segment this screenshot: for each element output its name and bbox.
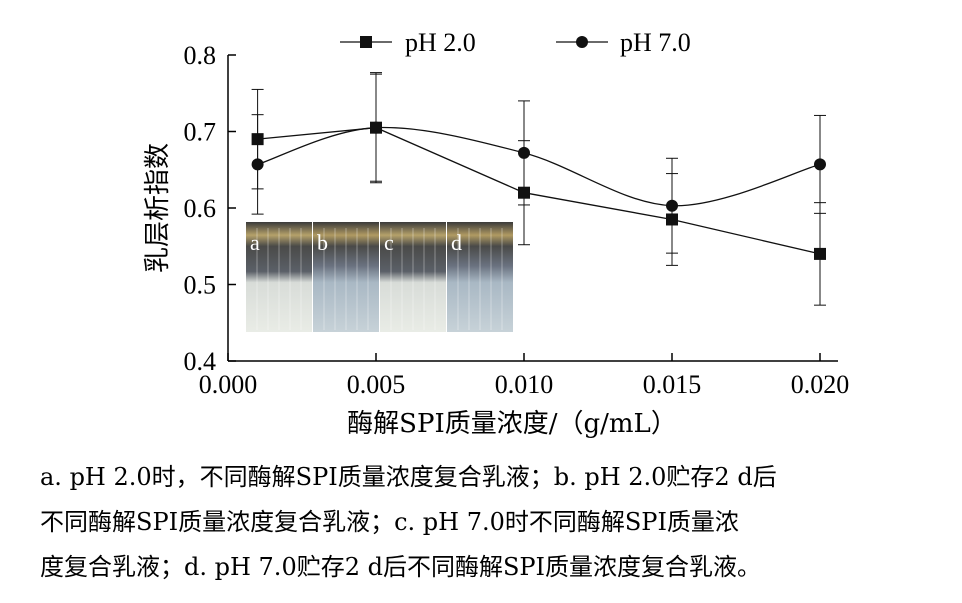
legend-label-ph2: pH 2.0 [405, 28, 476, 57]
x-tick-label: 0.005 [347, 370, 406, 399]
legend-marker-square [360, 36, 372, 48]
data-point-circle [251, 158, 264, 171]
inset-label-d: d [451, 230, 462, 255]
series-line [257, 126, 821, 207]
x-tick-label: 0.020 [791, 370, 850, 399]
inset-panel-b [313, 222, 379, 332]
data-point-circle [814, 158, 826, 171]
caption-line-3: 度复合乳液；d. pH 7.0贮存2 d后不同酶解SPI质量浓度复合乳液。 [40, 553, 762, 581]
series-ph7 [251, 72, 826, 254]
y-tick-label: 0.4 [184, 347, 217, 376]
inset-label-a: a [250, 230, 260, 255]
data-point-circle [518, 146, 530, 159]
data-point-circle [666, 199, 678, 212]
y-tick-label: 0.7 [184, 118, 217, 147]
caption-line-1: a. pH 2.0时，不同酶解SPI质量浓度复合乳液；b. pH 2.0贮存2 … [40, 463, 777, 491]
legend-label-ph7: pH 7.0 [620, 28, 691, 57]
caption-line-2: 不同酶解SPI质量浓度复合乳液；c. pH 7.0时不同酶解SPI质量浓 [40, 508, 739, 536]
legend-marker-circle [576, 36, 588, 48]
inset-label-b: b [317, 230, 328, 255]
inset-photo-panels: a b c d [246, 222, 513, 332]
y-tick-label: 0.6 [184, 194, 217, 223]
legend: pH 2.0 pH 7.0 [340, 28, 691, 57]
data-point-circle [370, 121, 382, 134]
x-tick-label: 0.010 [495, 370, 554, 399]
x-tick-label: 0.015 [643, 370, 702, 399]
x-axis-label: 酶解SPI质量浓度/（g/mL） [347, 409, 677, 439]
y-tick-label: 0.5 [184, 271, 217, 300]
inset-panel-c [380, 222, 446, 332]
inset-panel-d [447, 222, 513, 332]
inset-panel-a [246, 222, 312, 332]
inset-label-c: c [384, 230, 394, 255]
y-tick-label: 0.8 [184, 41, 217, 70]
emulsion-stability-chart: a b c d 0.4 0.5 0.6 0.7 0.8 0.000 0.005 0.010 0… [143, 28, 850, 439]
y-axis-label: 乳层析指数 [143, 143, 173, 273]
data-point-square [814, 247, 826, 260]
x-tick-label: 0.000 [199, 370, 258, 399]
figure-caption: a. pH 2.0时，不同酶解SPI质量浓度复合乳液；b. pH 2.0贮存2 … [40, 455, 955, 590]
